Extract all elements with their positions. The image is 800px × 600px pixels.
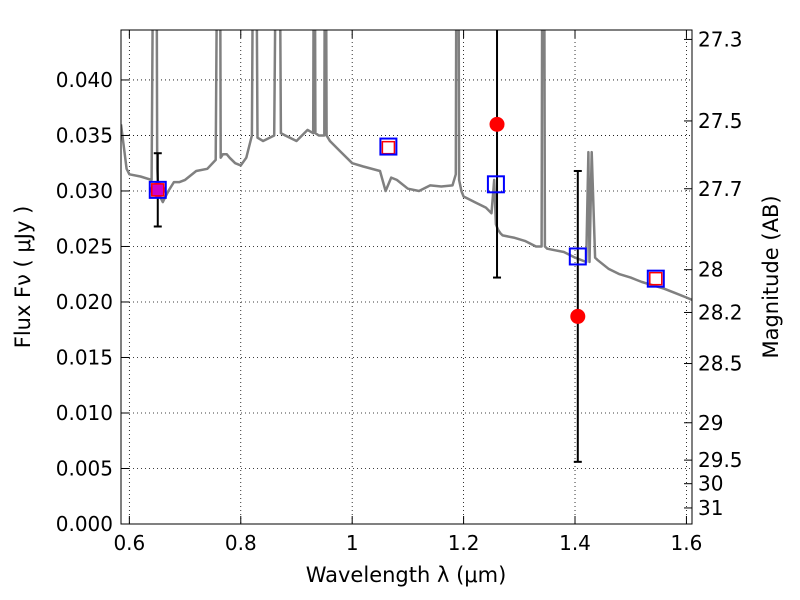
y2-tick-label: 27.5 — [698, 109, 743, 133]
y-tick-label: 0.035 — [56, 123, 113, 147]
y2-tick-label: 29 — [698, 411, 723, 435]
y2-tick-label: 27.3 — [698, 27, 743, 51]
spectrum-line — [121, 30, 692, 301]
x-tick-label: 1.6 — [671, 531, 703, 555]
grid — [121, 30, 692, 525]
y-axis-label: Flux Fν ( μJy ) — [11, 206, 35, 349]
y2-tick-label: 31 — [698, 496, 723, 520]
y2-tick-label: 27.7 — [698, 177, 743, 201]
x-tick-label: 0.8 — [225, 531, 257, 555]
y-tick-label: 0.030 — [56, 179, 113, 203]
y2-tick-label: 29.5 — [698, 448, 743, 472]
x-axis: 0.6 0.8 1 1.2 1.4 1.6 — [113, 30, 702, 555]
y2-tick-label: 30 — [698, 472, 723, 496]
model-point-large — [646, 269, 665, 288]
y-tick-label: 0.010 — [56, 401, 113, 425]
plot-frame — [120, 29, 693, 525]
x-axis-label: Wavelength λ (μm) — [306, 563, 507, 587]
y-axis: 0.000 0.005 0.010 0.015 0.020 0.025 0.030 0.035… — [56, 68, 129, 536]
model-point-large — [568, 247, 587, 266]
y-tick-label: 0.020 — [56, 290, 113, 314]
y-tick-label: 0.025 — [56, 234, 113, 258]
x-tick-label: 1.2 — [448, 531, 480, 555]
model-point-small — [649, 271, 663, 286]
x-tick-label: 0.6 — [113, 531, 145, 555]
model-point-large — [486, 175, 505, 194]
plot-area — [121, 30, 692, 463]
y-tick-label: 0.000 — [56, 512, 113, 536]
model-point-small — [381, 140, 396, 155]
observed-point — [489, 116, 505, 132]
model-point-small — [151, 183, 165, 197]
model-point-large — [379, 137, 398, 156]
x-tick-label: 1 — [346, 531, 359, 555]
y-tick-label: 0.015 — [56, 345, 113, 369]
model-point-large — [148, 180, 167, 199]
y2-axis-label: Magnitude (AB) — [759, 195, 783, 358]
y2-tick-label: 28.2 — [698, 300, 743, 324]
y2-tick-label: 28 — [698, 258, 723, 282]
y-tick-label: 0.040 — [56, 68, 113, 92]
x-tick-label: 1.4 — [559, 531, 591, 555]
observed-point — [150, 182, 166, 198]
observed-point — [570, 308, 586, 324]
y2-tick-label: 28.5 — [698, 352, 743, 376]
y-tick-label: 0.005 — [56, 456, 113, 480]
data-layer — [121, 30, 692, 463]
